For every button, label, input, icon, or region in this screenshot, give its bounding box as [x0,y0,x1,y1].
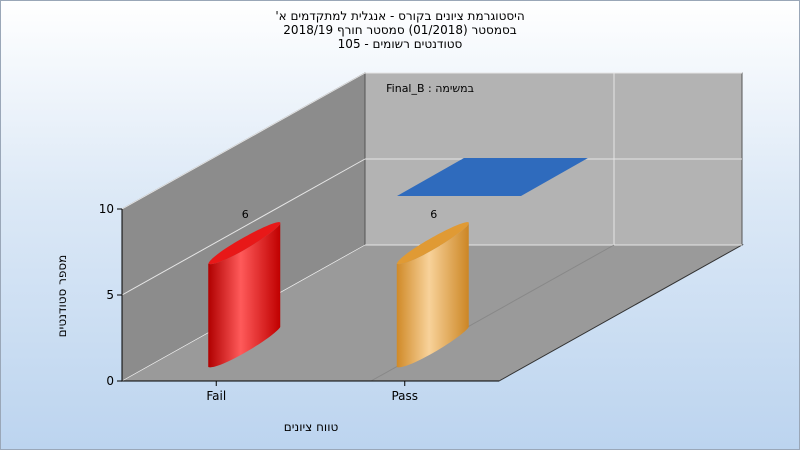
x-axis-label: טווח ציונים [284,420,339,434]
bar-cap-1 [396,222,469,265]
y-tick-label-1: 5 [106,288,114,302]
legend-swatch [397,158,588,196]
y-ticks: 0 5 10 [99,202,122,388]
data-label-0: 6 [242,208,249,221]
chart-title-line-3: סטודנטים רשומים - 105 [337,37,463,51]
y-axis-label: מספר סטודנטים [55,255,69,338]
data-label-1: 6 [430,208,437,221]
legend-label: Final_B : במשימה [386,82,474,95]
y-tick-label-2: 10 [99,202,114,216]
bar-fail: 6 [208,208,281,368]
bar-body-1 [396,223,469,368]
gridline-left-1 [121,158,366,296]
x-ticks: Fail Pass [206,381,418,403]
bar-cap-0 [208,222,281,265]
bar-body-0 [208,223,281,368]
x-tick-label-1: Pass [391,389,418,403]
bar-pass: 6 [396,208,469,368]
chart-title-line-1: היסטוגרמת ציונים בקורס - אנגלית למתקדמים… [275,9,525,23]
gridline-left-2 [121,72,366,210]
x-tick-label-0: Fail [206,389,226,403]
chart-title-line-2: בסמסטר (01/2018) סמסטר חורף 2018/19 [283,23,517,37]
y-tick-label-0: 0 [106,374,114,388]
